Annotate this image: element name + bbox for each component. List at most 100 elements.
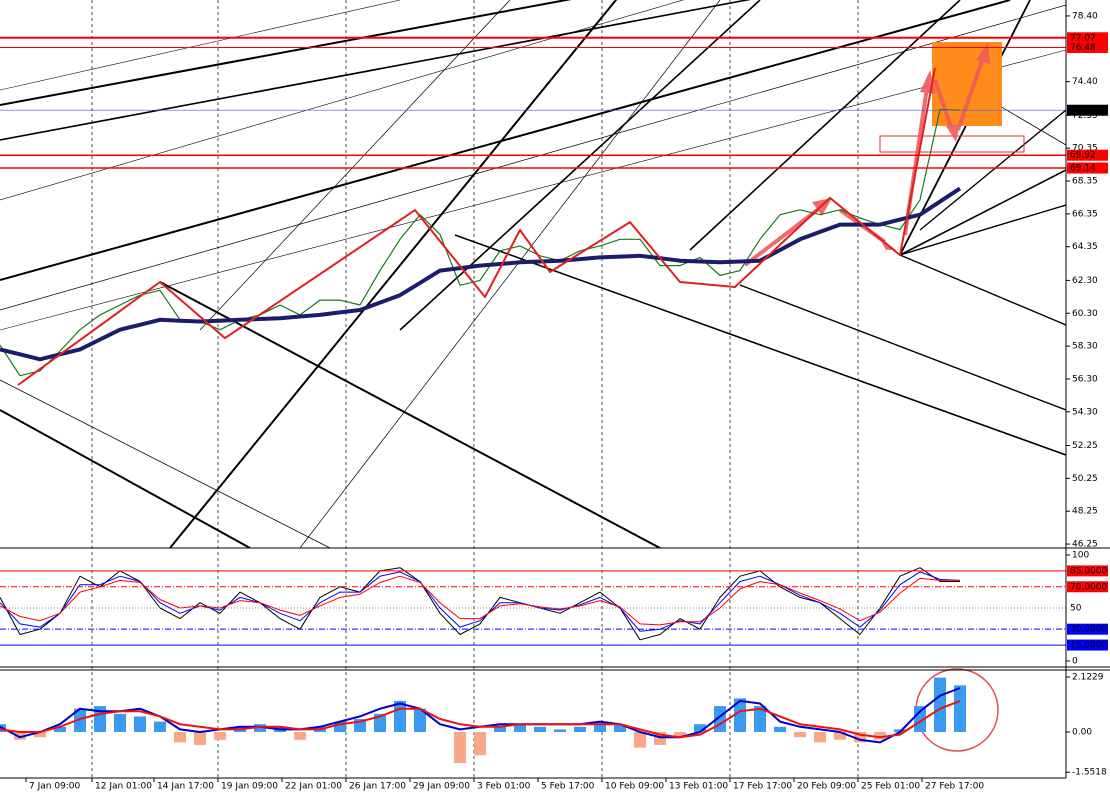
level-label: 50: [1070, 603, 1082, 613]
histogram-bar: [594, 721, 606, 732]
histogram-bar: [554, 729, 566, 732]
y-tick-label: 50.25: [1072, 474, 1098, 484]
y-tick-label: 0.00: [1072, 727, 1092, 737]
histogram-bar: [634, 731, 646, 748]
x-tick-label: 12 Jan 01:00: [95, 782, 152, 792]
histogram-bar: [194, 731, 206, 745]
histogram-bar: [334, 721, 346, 732]
y-tick-label: 74.40: [1072, 77, 1098, 87]
y-tick-label: 100: [1072, 550, 1089, 560]
histogram-bar: [954, 685, 966, 732]
x-tick-label: 26 Jan 17:00: [349, 782, 406, 792]
series-line: [0, 699, 961, 739]
target-zone: [932, 42, 1002, 126]
y-tick-label: 66.35: [1072, 209, 1098, 219]
histogram-bar: [694, 724, 706, 732]
y-tick-label: 54.30: [1072, 407, 1098, 417]
y-tick-label: 62.30: [1072, 276, 1098, 286]
y-tick-label: 60.30: [1072, 309, 1098, 319]
histogram-bar: [14, 731, 26, 740]
level-label-box: [1067, 581, 1108, 593]
level-label-box: [1067, 639, 1108, 651]
series-line: [0, 109, 961, 377]
histogram-bar: [214, 731, 226, 740]
level-label: 69.14: [1070, 164, 1096, 174]
level-label: 76.48: [1070, 43, 1096, 53]
histogram-bar: [154, 721, 166, 732]
y-tick-label: 72.35: [1072, 111, 1098, 121]
histogram-bar: [254, 724, 266, 732]
histogram-bar: [774, 726, 786, 732]
histogram-bar: [534, 726, 546, 732]
histogram-bar: [914, 706, 926, 732]
level-label: 15.0000: [1070, 641, 1107, 651]
x-tick-label: 25 Feb 01:00: [861, 782, 920, 792]
histogram-bar: [74, 708, 86, 732]
histogram-bar: [474, 731, 486, 756]
level-label: 69.92: [1070, 151, 1096, 161]
histogram-bar: [54, 726, 66, 732]
x-tick-label: 20 Feb 09:00: [797, 782, 856, 792]
level-label-box: [1067, 623, 1108, 635]
x-tick-label: 19 Jan 09:00: [221, 782, 278, 792]
histogram-bar: [174, 731, 186, 743]
series-line: [0, 571, 961, 632]
histogram-bar: [414, 708, 426, 732]
histogram-bar: [754, 706, 766, 732]
x-tick-label: 13 Feb 01:00: [669, 782, 728, 792]
x-tick-label: 14 Jan 17:00: [157, 782, 214, 792]
level-label-box: [1067, 162, 1108, 174]
support-zone: [879, 135, 1025, 153]
y-tick-label: 0: [1072, 656, 1078, 666]
histogram-bar: [34, 731, 46, 738]
series-line: [0, 575, 960, 626]
x-tick-label: 7 Jan 09:00: [29, 782, 81, 792]
level-label-box: [1067, 41, 1108, 53]
histogram-bar: [934, 677, 946, 732]
y-tick-label: 78.40: [1072, 11, 1098, 21]
x-tick-label: 29 Jan 09:00: [413, 782, 470, 792]
histogram-bar: [834, 731, 846, 740]
histogram-bar: [294, 731, 306, 740]
histogram-bar: [494, 726, 506, 732]
y-tick-label: 68.35: [1072, 177, 1098, 187]
histogram-bar: [674, 731, 686, 738]
y-tick-label: 48.25: [1072, 507, 1098, 517]
series-line: [17, 67, 936, 386]
x-tick-label: 17 Feb 17:00: [733, 782, 792, 792]
level-label: 30.0000: [1070, 625, 1107, 635]
y-tick-label: 56.30: [1072, 374, 1098, 384]
histogram-bar: [794, 731, 806, 738]
x-tick-label: 27 Feb 17:00: [925, 782, 984, 792]
level-label-box: [1067, 565, 1108, 577]
x-tick-label: 10 Feb 09:00: [605, 782, 664, 792]
y-tick-label: 2.1229: [1072, 672, 1104, 682]
y-tick-label: 58.30: [1072, 342, 1098, 352]
histogram-bar: [874, 731, 886, 740]
panel: [0, 677, 966, 764]
histogram-bar: [134, 716, 146, 732]
x-tick-label: 22 Jan 01:00: [285, 782, 342, 792]
level-label: 85.0000: [1070, 566, 1107, 576]
y-tick-label: -1.5518: [1072, 768, 1107, 778]
series-line: [0, 186, 962, 362]
y-tick-label: 52.25: [1072, 441, 1098, 451]
histogram-bar: [514, 724, 526, 732]
histogram-bar: [574, 726, 586, 732]
histogram-bar: [374, 713, 386, 732]
panel: [0, 67, 962, 386]
x-tick-label: 3 Feb 01:00: [477, 782, 531, 792]
level-label: 77.07: [1070, 33, 1096, 43]
y-tick-label: 64.35: [1072, 242, 1098, 252]
level-label: 72.66: [1070, 106, 1096, 116]
histogram-bar: [734, 698, 746, 732]
y-tick-label: 70.35: [1072, 144, 1098, 154]
histogram-bar: [814, 731, 826, 743]
level-label-box: [1067, 32, 1108, 44]
level-label-box: [1067, 104, 1108, 116]
histogram-bar: [114, 713, 126, 732]
histogram-bar: [854, 731, 866, 743]
